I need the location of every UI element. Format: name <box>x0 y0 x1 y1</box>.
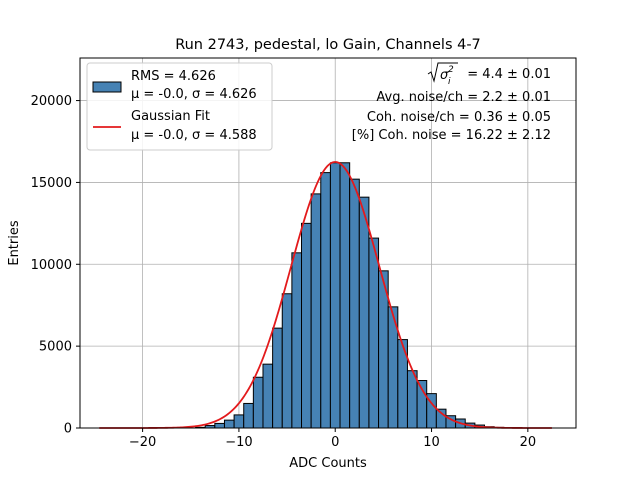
pct-coh-noise-annotation: [%] Coh. noise = 16.22 ± 2.12 <box>352 128 551 143</box>
x-tick-label: 20 <box>520 435 537 450</box>
histogram-bar <box>233 414 245 429</box>
histogram-bar <box>281 293 293 429</box>
histogram-bar <box>243 402 254 429</box>
histogram-bar <box>368 237 380 429</box>
histogram-bar <box>349 178 360 429</box>
histogram-bar <box>301 222 312 429</box>
svg-text:σ: σ <box>440 68 449 83</box>
legend-entry-fit-stats: μ = -0.0, σ = 4.588 <box>131 128 257 143</box>
histogram-bar <box>406 370 418 429</box>
legend-entry-fit: Gaussian Fit <box>131 109 210 124</box>
sigma-sum-value: = 4.4 ± 0.01 <box>467 67 551 82</box>
histogram-bar <box>272 327 283 429</box>
legend-patch <box>92 81 122 93</box>
svg-text:i: i <box>448 77 451 87</box>
x-tick-label: −20 <box>129 435 156 450</box>
y-tick-label: 5000 <box>39 340 72 355</box>
x-axis-ticks: −20 −10 0 10 20 <box>129 428 536 450</box>
x-tick-label: 10 <box>423 435 440 450</box>
histogram-bar <box>262 363 274 429</box>
histogram-bars <box>195 162 505 429</box>
histogram-bar <box>310 193 322 429</box>
x-tick-label: −10 <box>225 435 252 450</box>
svg-text:2: 2 <box>448 65 454 75</box>
histogram-bar <box>291 252 303 429</box>
y-axis-label: Entries <box>7 220 22 266</box>
x-axis-label: ADC Counts <box>289 456 367 471</box>
y-tick-label: 15000 <box>31 176 72 191</box>
legend-frame <box>86 62 273 151</box>
y-tick-label: 10000 <box>31 258 72 273</box>
histogram-bar <box>223 419 235 429</box>
histogram-bar <box>358 196 370 429</box>
histogram-bar <box>214 422 225 429</box>
histogram-bar <box>252 376 264 429</box>
legend: RMS = 4.626 μ = -0.0, σ = 4.626 Gaussian… <box>86 62 273 151</box>
y-tick-label: 20000 <box>31 94 72 109</box>
y-axis-ticks: 0 5000 10000 15000 20000 <box>31 94 80 437</box>
coh-noise-annotation: Coh. noise/ch = 0.36 ± 0.05 <box>367 110 551 125</box>
plot-frame <box>79 57 577 429</box>
noise-annotations: σ 2 i = 4.4 ± 0.01 Avg. noise/ch = 2.2 ±… <box>352 62 551 143</box>
avg-noise-annotation: Avg. noise/ch = 2.2 ± 0.01 <box>376 90 551 105</box>
histogram-bar <box>329 162 341 429</box>
histogram-bar <box>320 172 331 429</box>
y-tick-label: 0 <box>64 422 72 437</box>
sqrt-sigma-symbol: σ 2 i <box>427 62 458 87</box>
legend-entry-rms-stats: μ = -0.0, σ = 4.626 <box>131 87 257 102</box>
legend-entry-rms: RMS = 4.626 <box>131 69 216 84</box>
x-tick-label: 0 <box>331 435 339 450</box>
histogram-bar <box>339 162 351 429</box>
chart-title: Run 2743, pedestal, lo Gain, Channels 4-… <box>175 37 481 53</box>
